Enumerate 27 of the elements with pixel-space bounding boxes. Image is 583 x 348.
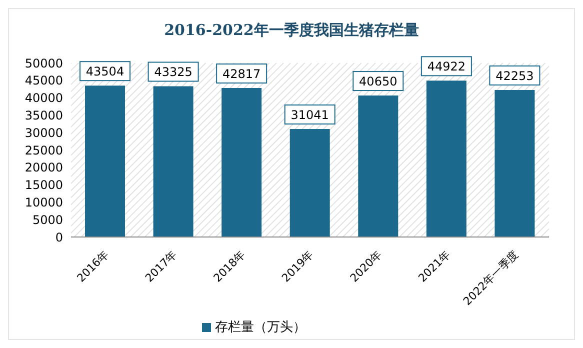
y-tick-label: 25000 xyxy=(24,143,63,158)
bar xyxy=(222,88,262,237)
y-tick-label: 10000 xyxy=(24,195,63,210)
bar xyxy=(85,86,125,237)
y-tick-label: 0 xyxy=(55,230,63,244)
y-tick-label: 30000 xyxy=(24,126,63,140)
data-label: 43325 xyxy=(154,65,192,80)
bar xyxy=(494,90,535,237)
data-label: 42253 xyxy=(496,68,534,83)
y-tick-label: 20000 xyxy=(24,160,63,175)
chart-title: 2016-2022年一季度我国生猪存栏量 xyxy=(163,20,420,41)
legend-label: 存栏量（万头） xyxy=(215,319,307,337)
y-tick-label: 15000 xyxy=(24,178,63,192)
y-tick-label: 40000 xyxy=(24,91,63,106)
bar xyxy=(358,96,398,237)
bar xyxy=(153,86,194,237)
data-label: 44922 xyxy=(427,60,466,74)
bar xyxy=(426,80,466,237)
y-tick-label: 35000 xyxy=(24,108,63,122)
data-label: 40650 xyxy=(359,74,398,89)
y-tick-label: 45000 xyxy=(24,74,63,88)
bar xyxy=(290,128,330,237)
y-tick-label: 50000 xyxy=(24,56,63,70)
data-label: 42817 xyxy=(222,66,261,81)
y-tick-label: 5000 xyxy=(32,212,63,227)
data-label: 43504 xyxy=(86,64,124,79)
data-label: 31041 xyxy=(290,108,329,122)
